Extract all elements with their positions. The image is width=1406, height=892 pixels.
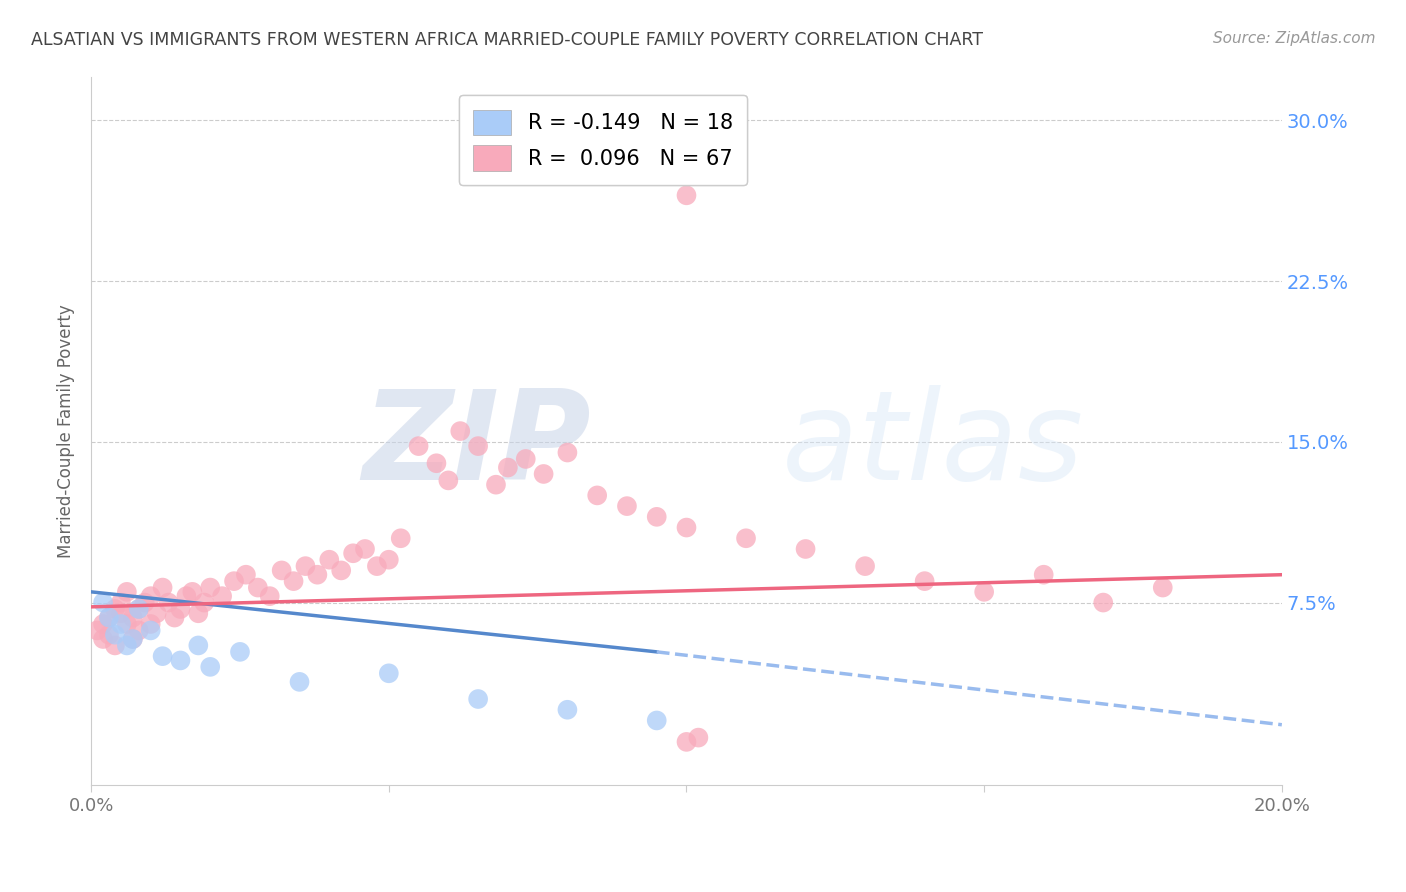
Point [437, 474, 460, 488]
Point [176, 589, 198, 603]
Point [115, 639, 138, 653]
Point [533, 467, 555, 481]
Point [496, 460, 519, 475]
Point [294, 559, 316, 574]
Point [307, 567, 329, 582]
Point [163, 610, 186, 624]
Point [645, 714, 668, 728]
Point [110, 617, 132, 632]
Point [330, 563, 353, 577]
Point [91, 632, 114, 646]
Point [104, 602, 127, 616]
Point [121, 632, 143, 646]
Point [110, 607, 132, 621]
Text: Source: ZipAtlas.com: Source: ZipAtlas.com [1212, 31, 1375, 46]
Point [735, 531, 758, 545]
Point [181, 585, 204, 599]
Point [139, 589, 162, 603]
Point [134, 596, 156, 610]
Point [104, 628, 127, 642]
Point [586, 488, 609, 502]
Point [1092, 596, 1115, 610]
Point [193, 596, 215, 610]
Point [467, 439, 489, 453]
Point [515, 452, 537, 467]
Point [104, 639, 127, 653]
Point [408, 439, 430, 453]
Point [973, 585, 995, 599]
Point [115, 585, 138, 599]
Point [378, 552, 401, 566]
Point [354, 541, 377, 556]
Point [128, 624, 150, 638]
Point [675, 735, 697, 749]
Point [121, 610, 143, 624]
Point [259, 589, 281, 603]
Point [157, 596, 180, 610]
Point [342, 546, 364, 560]
Point [86, 624, 108, 638]
Point [145, 607, 167, 621]
Point [139, 617, 162, 632]
Point [318, 552, 340, 566]
Point [235, 567, 257, 582]
Point [187, 639, 209, 653]
Point [98, 628, 121, 642]
Point [449, 424, 471, 438]
Point [128, 602, 150, 616]
Point [200, 581, 222, 595]
Point [914, 574, 936, 588]
Point [1032, 567, 1054, 582]
Point [169, 653, 191, 667]
Text: ZIP: ZIP [363, 384, 592, 506]
Point [645, 509, 668, 524]
Point [467, 692, 489, 706]
Point [425, 456, 447, 470]
Point [675, 188, 697, 202]
Text: atlas: atlas [782, 384, 1084, 506]
Point [616, 499, 638, 513]
Point [288, 674, 311, 689]
Point [229, 645, 252, 659]
Point [378, 666, 401, 681]
Point [1152, 581, 1174, 595]
Point [688, 731, 710, 745]
Y-axis label: Married-Couple Family Poverty: Married-Couple Family Poverty [58, 304, 75, 558]
Point [98, 610, 121, 624]
Point [557, 445, 579, 459]
Legend: R = -0.149   N = 18, R =  0.096   N = 67: R = -0.149 N = 18, R = 0.096 N = 67 [458, 95, 748, 186]
Point [222, 574, 245, 588]
Point [110, 596, 132, 610]
Point [557, 703, 579, 717]
Point [152, 581, 174, 595]
Point [794, 541, 817, 556]
Point [152, 649, 174, 664]
Point [169, 602, 191, 616]
Point [211, 589, 233, 603]
Point [115, 617, 138, 632]
Point [283, 574, 305, 588]
Text: ALSATIAN VS IMMIGRANTS FROM WESTERN AFRICA MARRIED-COUPLE FAMILY POVERTY CORRELA: ALSATIAN VS IMMIGRANTS FROM WESTERN AFRI… [31, 31, 983, 49]
Point [98, 610, 121, 624]
Point [128, 602, 150, 616]
Point [246, 581, 269, 595]
Point [366, 559, 388, 574]
Point [91, 617, 114, 632]
Point [389, 531, 412, 545]
Point [853, 559, 876, 574]
Point [121, 632, 143, 646]
Point [187, 607, 209, 621]
Point [139, 624, 162, 638]
Point [270, 563, 292, 577]
Point [200, 660, 222, 674]
Point [91, 596, 114, 610]
Point [675, 520, 697, 534]
Point [485, 477, 508, 491]
